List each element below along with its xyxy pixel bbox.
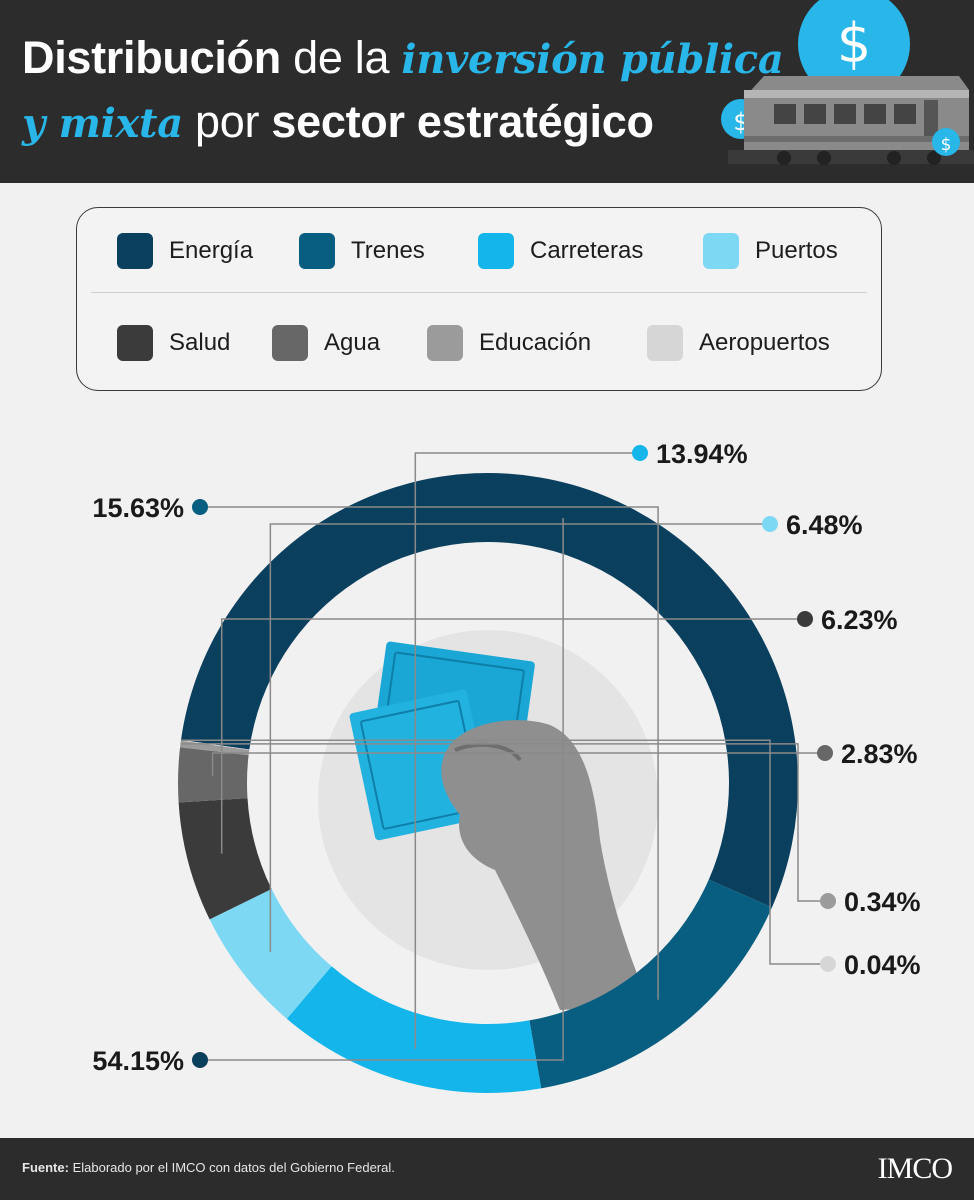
- data-label: 0.34%: [844, 887, 921, 917]
- legend-label: Educación: [479, 329, 592, 356]
- legend-label: Puertos: [755, 237, 838, 264]
- leader-line: [180, 739, 828, 965]
- legend-label: Trenes: [351, 237, 425, 264]
- donut-slice-aeropuertos: [180, 739, 250, 751]
- source-text: Elaborado por el IMCO con datos del Gobi…: [68, 1160, 395, 1175]
- title-part: por: [182, 96, 272, 147]
- legend-label: Energía: [169, 237, 254, 264]
- chart-legend: Energía Trenes Carreteras Puertos Salud …: [76, 207, 882, 391]
- leader-line: [180, 743, 828, 902]
- title-line-2: y mixta por sector estratégico: [22, 96, 654, 150]
- data-label: 13.94%: [656, 439, 748, 469]
- legend-item-agua: Agua: [272, 325, 380, 361]
- leader-line: [200, 506, 659, 1000]
- leader-line: [211, 752, 825, 776]
- leader-line: [200, 517, 564, 1061]
- legend-swatch: [478, 233, 514, 269]
- imco-logo: IMCO: [877, 1152, 953, 1185]
- title-highlight: y mixta: [22, 100, 183, 147]
- footer: Fuente: Elaborado por el IMCO con datos …: [0, 1138, 974, 1200]
- leader-line: [414, 452, 640, 1049]
- data-label: 6.48%: [786, 510, 863, 540]
- dollar-coin-icon: $: [932, 128, 960, 156]
- data-label: 2.83%: [841, 739, 918, 769]
- donut-slice-carreteras: [286, 966, 542, 1093]
- center-illustration: [318, 630, 658, 1010]
- source-note: Fuente: Elaborado por el IMCO con datos …: [22, 1160, 395, 1175]
- legend-swatch: [272, 325, 308, 361]
- donut-slice-trenes: [529, 879, 772, 1089]
- data-labels: 54.15% 15.63% 13.94% 6.48% 6.23% 2.83% 0.34% 0.…: [92, 439, 920, 1076]
- label-dot: [192, 1052, 208, 1068]
- legend-swatch: [299, 233, 335, 269]
- label-dot: [797, 611, 813, 627]
- donut-chart: 54.15% 15.63% 13.94% 6.48% 6.23% 2.83% 0.34% 0.…: [92, 439, 921, 1093]
- leader-lines: [180, 452, 828, 1061]
- legend-item-trenes: Trenes: [299, 233, 425, 269]
- legend-divider: [91, 292, 867, 293]
- dollar-coin-icon: $: [798, 0, 910, 100]
- legend-swatch: [703, 233, 739, 269]
- data-label: 6.23%: [821, 605, 898, 635]
- legend-item-carreteras: Carreteras: [478, 233, 643, 269]
- legend-item-aeropuertos: Aeropuertos: [647, 325, 830, 361]
- source-label: Fuente:: [22, 1160, 69, 1175]
- data-label: 54.15%: [92, 1046, 184, 1076]
- legend-swatch: [117, 233, 153, 269]
- legend-swatch: [647, 325, 683, 361]
- header-illustration: $ $ $: [721, 0, 974, 165]
- data-label: 0.04%: [844, 950, 921, 980]
- label-dot: [762, 516, 778, 532]
- legend-label: Salud: [169, 329, 231, 356]
- title-part: sector estratégico: [271, 96, 654, 147]
- label-dot: [192, 499, 208, 515]
- donut-slice-puertos: [209, 889, 332, 1019]
- leader-line: [269, 523, 770, 952]
- title-part: Distribución: [22, 32, 281, 83]
- legend-swatch: [427, 325, 463, 361]
- header-banner: Distribución de la inversión pública y m…: [0, 0, 974, 183]
- svg-text:$: $: [941, 135, 952, 155]
- label-dot: [817, 745, 833, 761]
- legend-label: Carreteras: [530, 237, 644, 264]
- label-dot: [820, 956, 836, 972]
- title-line-1: Distribución de la inversión pública: [22, 32, 784, 86]
- data-label: 15.63%: [92, 493, 184, 523]
- legend-item-salud: Salud: [117, 325, 230, 361]
- title-highlight: inversión pública: [401, 36, 784, 83]
- train-icon: [728, 76, 974, 165]
- title-part: de la: [280, 32, 402, 83]
- legend-label: Aeropuertos: [699, 329, 830, 356]
- legend-item-puertos: Puertos: [703, 233, 838, 269]
- label-dot: [632, 445, 648, 461]
- donut-slice-energia: [181, 473, 798, 908]
- legend-swatch: [117, 325, 153, 361]
- donut-slice-salud: [178, 798, 272, 920]
- leader-line: [220, 618, 805, 854]
- legend-label: Agua: [324, 329, 381, 356]
- svg-text:$: $: [837, 12, 871, 75]
- legend-item-educacion: Educación: [427, 325, 591, 361]
- label-dot: [820, 893, 836, 909]
- legend-item-energia: Energía: [117, 233, 253, 269]
